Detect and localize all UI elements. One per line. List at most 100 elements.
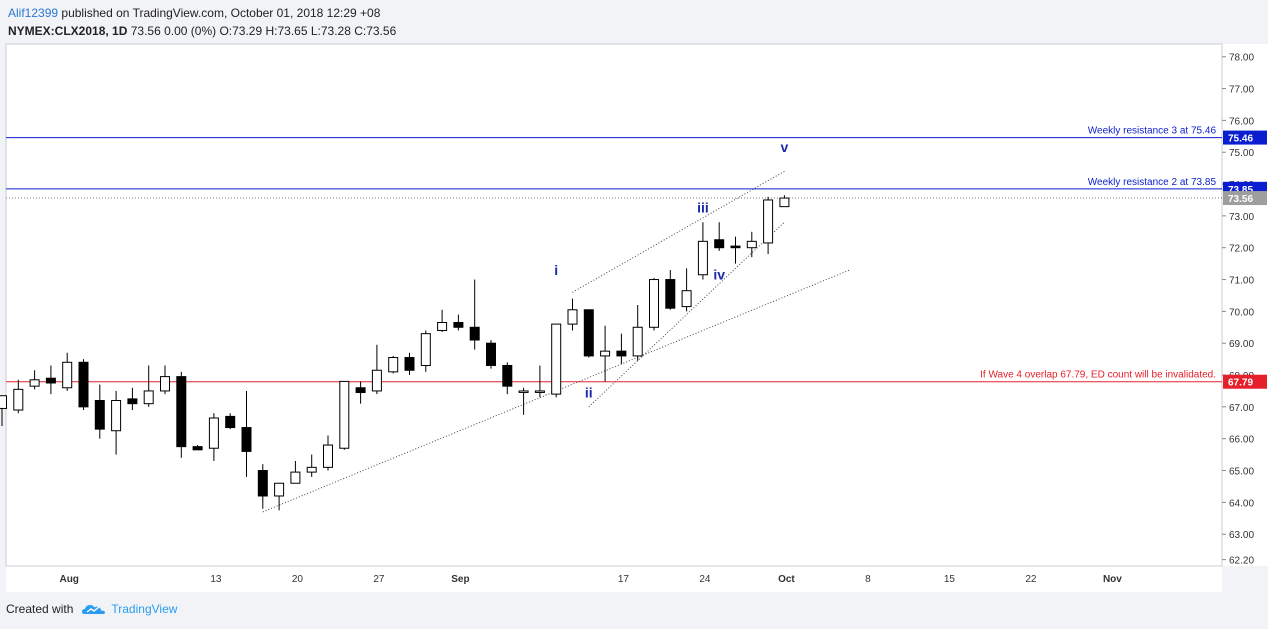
y-tick-label: 77.00 [1229, 85, 1254, 96]
candle[interactable] [486, 340, 496, 369]
quote-values: 73.56 0.00 (0%) O:73.29 H:73.65 L:73.28 … [130, 24, 397, 38]
candle-body [632, 326, 643, 357]
y-tick-label: 65.00 [1229, 467, 1254, 478]
price-badge-bg [1223, 374, 1267, 389]
candle[interactable] [534, 365, 545, 398]
y-tick-label: 76.00 [1229, 116, 1254, 127]
candle[interactable] [160, 365, 170, 395]
x-tick-label: 20 [292, 574, 304, 585]
price-badge-bg [1223, 130, 1267, 145]
horizontal-line-label: Weekly resistance 2 at 73.85 [1088, 177, 1217, 188]
candle[interactable] [290, 460, 301, 484]
candle-body [551, 323, 562, 395]
candle[interactable] [241, 390, 252, 477]
candle[interactable] [29, 370, 40, 390]
candle[interactable] [437, 309, 448, 333]
candle[interactable] [192, 445, 203, 451]
candle-body [111, 399, 122, 432]
candle-body [306, 466, 317, 473]
candle-body [697, 240, 708, 276]
created-with-text: Created with [6, 602, 74, 616]
author-link[interactable]: Alif12399 [8, 6, 59, 20]
candle-body [763, 199, 774, 244]
chart-header: Alif12399 published on TradingView.com, … [8, 4, 396, 40]
candle-body [616, 350, 627, 357]
candle[interactable] [502, 362, 513, 395]
publish-info: published on TradingView.com, October 01… [61, 6, 381, 20]
candle[interactable] [746, 231, 757, 258]
candle[interactable] [127, 387, 138, 411]
candle-body [257, 470, 268, 497]
candle[interactable] [225, 413, 236, 430]
candle[interactable] [45, 365, 56, 395]
candle[interactable] [730, 236, 741, 264]
wave-label: i [554, 262, 558, 278]
x-tick-label: Sep [451, 574, 469, 585]
candle-body [323, 444, 333, 468]
candle[interactable] [518, 387, 529, 415]
candle-body [420, 333, 431, 366]
candle[interactable] [323, 435, 333, 471]
wave-label: ii [585, 384, 593, 400]
candle-body [29, 379, 40, 387]
candle[interactable] [94, 384, 105, 439]
candle[interactable] [453, 314, 464, 331]
candle-body [404, 357, 415, 371]
candle[interactable] [665, 269, 676, 310]
y-tick-label: 75.00 [1229, 148, 1254, 159]
candle[interactable] [697, 222, 708, 280]
candle[interactable] [371, 344, 382, 395]
y-tick-label: 69.00 [1229, 339, 1254, 350]
y-tick-label: 62.20 [1229, 556, 1254, 567]
candle[interactable] [600, 325, 611, 382]
candle[interactable] [779, 195, 790, 208]
trend-line[interactable] [262, 269, 850, 513]
candle[interactable] [306, 454, 317, 477]
candle[interactable] [0, 395, 7, 426]
candle[interactable] [176, 371, 187, 458]
price-badge-bg [1223, 191, 1267, 206]
candle-body [62, 361, 73, 389]
candle[interactable] [111, 390, 122, 455]
y-tick-label: 64.00 [1229, 498, 1254, 509]
candle[interactable] [143, 365, 154, 407]
candle-body [649, 279, 659, 328]
candle[interactable] [13, 379, 24, 414]
price-badge-label: 73.56 [1228, 194, 1253, 205]
candle[interactable] [567, 298, 578, 331]
candle[interactable] [274, 482, 285, 511]
candle[interactable] [616, 333, 627, 364]
candle-body [388, 357, 399, 373]
candle[interactable] [404, 352, 415, 376]
candle-body [13, 388, 24, 411]
candle-body [665, 279, 676, 309]
candle[interactable] [339, 380, 350, 450]
candle-body [225, 415, 236, 429]
candle[interactable] [388, 355, 399, 374]
candle[interactable] [208, 413, 219, 461]
time-axis[interactable] [6, 566, 1222, 592]
candle[interactable] [355, 381, 366, 404]
candle[interactable] [681, 268, 692, 312]
horizontal-line-label: If Wave 4 overlap 67.79, ED count will b… [980, 370, 1216, 381]
candle[interactable] [62, 352, 73, 391]
candle[interactable] [78, 359, 89, 411]
price-badge-label: 75.46 [1228, 134, 1253, 145]
price-badge-label: 73.85 [1228, 185, 1253, 196]
candle[interactable] [420, 330, 431, 372]
candle[interactable] [551, 323, 562, 398]
candle[interactable] [714, 222, 725, 251]
x-tick-label: 27 [373, 574, 385, 585]
candle-body [371, 369, 382, 392]
candle[interactable] [649, 277, 659, 331]
candle[interactable] [469, 279, 480, 350]
candle[interactable] [763, 196, 774, 255]
candle[interactable] [632, 305, 643, 361]
candle[interactable] [257, 464, 268, 509]
candle-body [469, 326, 480, 341]
candle[interactable] [583, 309, 594, 358]
candle-body [339, 380, 350, 449]
tradingview-brand[interactable]: TradingView [111, 602, 178, 616]
candle-body [290, 471, 301, 484]
